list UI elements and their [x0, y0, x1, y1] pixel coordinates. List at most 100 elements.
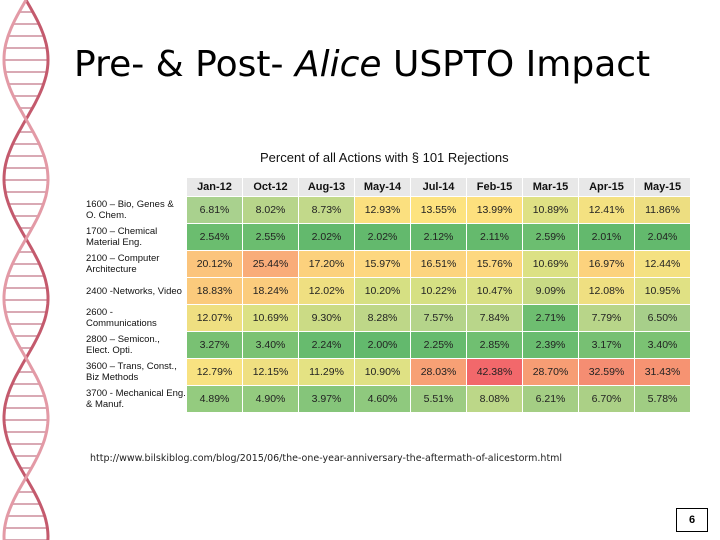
table-cell: 11.86%	[634, 196, 691, 224]
table-cell: 12.93%	[354, 196, 411, 224]
table-header-row: Jan-12 Oct-12 Aug-13 May-14 Jul-14 Feb-15 Mar-…	[82, 177, 691, 197]
table-cell: 2.12%	[410, 223, 467, 251]
table-cell: 20.12%	[186, 250, 243, 278]
column-header: May-15	[634, 177, 691, 197]
table-cell: 2.02%	[298, 223, 355, 251]
row-label: 3600 – Trans, Const., Biz Methods	[82, 358, 187, 386]
table-cell: 4.60%	[354, 385, 411, 413]
table-row: 1700 – Chemical Material Eng. 2.54% 2.55% 2…	[82, 223, 691, 251]
table-cell: 2.25%	[410, 331, 467, 359]
table-cell: 7.84%	[466, 304, 523, 332]
table-cell: 2.00%	[354, 331, 411, 359]
table-cell: 12.15%	[242, 358, 299, 386]
table-cell: 2.01%	[578, 223, 635, 251]
rejections-table: Jan-12 Oct-12 Aug-13 May-14 Jul-14 Feb-15 Mar-…	[82, 177, 691, 413]
table-cell: 6.70%	[578, 385, 635, 413]
table-cell: 10.22%	[410, 277, 467, 305]
table-cell: 2.11%	[466, 223, 523, 251]
table-cell: 13.55%	[410, 196, 467, 224]
table-cell: 6.21%	[522, 385, 579, 413]
table-cell: 10.90%	[354, 358, 411, 386]
table-cell: 12.41%	[578, 196, 635, 224]
table-cell: 10.69%	[522, 250, 579, 278]
row-label: 3700 - Mechanical Eng. & Manuf.	[82, 385, 187, 413]
table-cell: 2.71%	[522, 304, 579, 332]
table-cell: 10.69%	[242, 304, 299, 332]
table-title: Percent of all Actions with § 101 Reject…	[260, 150, 509, 165]
column-header: Feb-15	[466, 177, 523, 197]
table-cell: 18.83%	[186, 277, 243, 305]
table-row: 2100 – Computer Architecture 20.12% 25.44%…	[82, 250, 691, 278]
table-cell: 9.09%	[522, 277, 579, 305]
table-cell: 11.29%	[298, 358, 355, 386]
table-cell: 8.08%	[466, 385, 523, 413]
table-cell: 13.99%	[466, 196, 523, 224]
table-cell: 12.79%	[186, 358, 243, 386]
row-label: 1700 – Chemical Material Eng.	[82, 223, 187, 251]
table-cell: 5.78%	[634, 385, 691, 413]
table-cell: 3.97%	[298, 385, 355, 413]
table-cell: 8.28%	[354, 304, 411, 332]
table-cell: 2.54%	[186, 223, 243, 251]
table-cell: 31.43%	[634, 358, 691, 386]
table-cell: 3.17%	[578, 331, 635, 359]
table-cell: 10.20%	[354, 277, 411, 305]
table-cell: 32.59%	[578, 358, 635, 386]
table-cell: 7.79%	[578, 304, 635, 332]
column-header: Mar-15	[522, 177, 579, 197]
table-cell: 12.02%	[298, 277, 355, 305]
table-row: 2600 - Communications 12.07% 10.69% 9.30% 8.…	[82, 304, 691, 332]
table-cell: 10.95%	[634, 277, 691, 305]
table-cell: 9.30%	[298, 304, 355, 332]
row-label: 2600 - Communications	[82, 304, 187, 332]
table-cell: 28.03%	[410, 358, 467, 386]
row-label: 2100 – Computer Architecture	[82, 250, 187, 278]
table-cell: 12.07%	[186, 304, 243, 332]
header-corner	[82, 177, 187, 197]
table-cell: 2.02%	[354, 223, 411, 251]
table-row: 2800 – Semicon., Elect. Opti. 3.27% 3.40% 2…	[82, 331, 691, 359]
table-cell: 7.57%	[410, 304, 467, 332]
page-number: 6	[676, 508, 708, 532]
table-row: 1600 – Bio, Genes & O. Chem. 6.81% 8.02% 8.…	[82, 196, 691, 224]
column-header: May-14	[354, 177, 411, 197]
table-row: 2400 -Networks, Video 18.83% 18.24% 12.02% 1…	[82, 277, 691, 305]
table-row: 3700 - Mechanical Eng. & Manuf. 4.89% 4.90…	[82, 385, 691, 413]
slide-title: Pre- & Post- Alice USPTO Impact	[74, 44, 650, 85]
table-cell: 42.38%	[466, 358, 523, 386]
table-cell: 28.70%	[522, 358, 579, 386]
table-cell: 2.04%	[634, 223, 691, 251]
table-cell: 12.44%	[634, 250, 691, 278]
table-cell: 12.08%	[578, 277, 635, 305]
table-cell: 18.24%	[242, 277, 299, 305]
column-header: Jul-14	[410, 177, 467, 197]
table-cell: 4.90%	[242, 385, 299, 413]
table-cell: 8.73%	[298, 196, 355, 224]
table-cell: 3.40%	[634, 331, 691, 359]
row-label: 1600 – Bio, Genes & O. Chem.	[82, 196, 187, 224]
table-row: 3600 – Trans, Const., Biz Methods 12.79% 1…	[82, 358, 691, 386]
column-header: Oct-12	[242, 177, 299, 197]
title-italic: Alice	[294, 44, 382, 85]
table-cell: 2.39%	[522, 331, 579, 359]
title-post: USPTO Impact	[381, 44, 651, 85]
table-cell: 2.55%	[242, 223, 299, 251]
table-cell: 16.97%	[578, 250, 635, 278]
source-url: http://www.bilskiblog.com/blog/2015/06/t…	[90, 453, 563, 464]
table-cell: 6.81%	[186, 196, 243, 224]
table-cell: 15.76%	[466, 250, 523, 278]
table-cell: 2.85%	[466, 331, 523, 359]
table-cell: 5.51%	[410, 385, 467, 413]
row-label: 2800 – Semicon., Elect. Opti.	[82, 331, 187, 359]
row-label: 2400 -Networks, Video	[82, 277, 187, 305]
table-cell: 2.24%	[298, 331, 355, 359]
title-pre: Pre- & Post-	[74, 44, 295, 85]
table-cell: 16.51%	[410, 250, 467, 278]
table-cell: 3.40%	[242, 331, 299, 359]
table-cell: 8.02%	[242, 196, 299, 224]
column-header: Aug-13	[298, 177, 355, 197]
table-cell: 4.89%	[186, 385, 243, 413]
table-cell: 6.50%	[634, 304, 691, 332]
table-cell: 10.47%	[466, 277, 523, 305]
table-cell: 15.97%	[354, 250, 411, 278]
